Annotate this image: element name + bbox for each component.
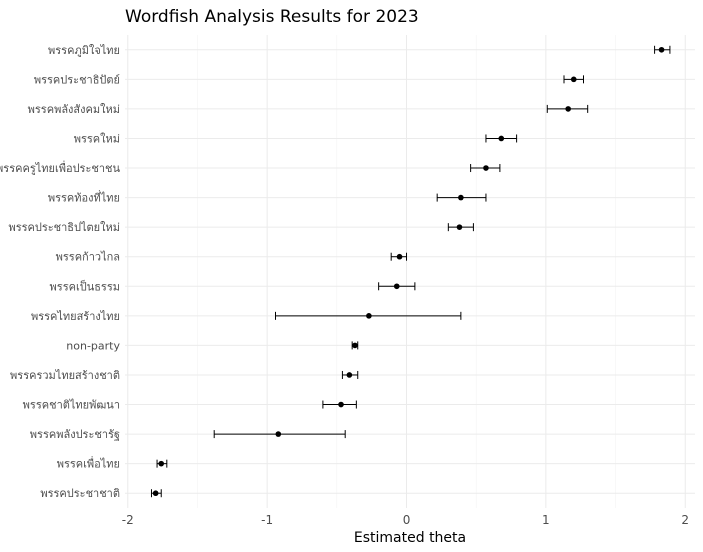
y-tick-label: พรรคพลังประชารัฐ — [30, 428, 120, 441]
x-tick-label: 0 — [403, 513, 411, 527]
y-tick-label: พรรคท้องที่ไทย — [48, 190, 120, 205]
y-tick-label: พรรคก้าวไกล — [56, 251, 120, 264]
estimate-point — [275, 431, 282, 437]
estimate-point — [346, 372, 353, 378]
estimate-point — [570, 76, 577, 83]
estimate-point — [483, 165, 489, 171]
x-tick-labels: -2 -1 0 1 2 — [122, 513, 689, 527]
x-tick-label: -2 — [122, 513, 134, 527]
x-tick-label: 2 — [681, 513, 689, 527]
y-tick-label: พรรคชาติไทยพัฒนา — [23, 399, 120, 412]
estimate-point — [396, 253, 403, 260]
y-tick-label: พรรคใหม่ — [74, 132, 120, 145]
x-axis-label: Estimated theta — [354, 530, 466, 546]
estimate-point — [393, 283, 400, 290]
y-tick-label: พรรคประชาธิปไตยใหม่ — [8, 221, 120, 234]
y-tick-label: พรรคไทยสร้างไทย — [31, 310, 120, 323]
y-tick-label: พรรคภูมิใจไทย — [48, 44, 120, 57]
chart-title: Wordfish Analysis Results for 2023 — [125, 7, 419, 27]
x-tick-label: -1 — [261, 513, 273, 527]
estimate-point — [658, 46, 665, 53]
estimate-point — [565, 106, 571, 112]
data-marks — [150, 45, 671, 498]
estimate-point — [458, 194, 464, 201]
y-tick-label: พรรคเพื่อไทย — [57, 456, 120, 471]
y-tick-label: พรรครวมไทยสร้างชาติ — [10, 369, 120, 382]
estimate-point — [456, 224, 463, 230]
estimate-point — [338, 401, 344, 408]
y-tick-label: พรรคประชาธิปัตย์ — [34, 73, 120, 86]
y-tick-label: non-party — [66, 339, 120, 352]
y-tick-label: พรรคประชาชาติ — [40, 487, 120, 500]
y-tick-label: พรรคพลังสังคมใหม่ — [28, 103, 120, 116]
y-tick-label: พรรคเป็นธรรม — [50, 279, 120, 293]
y-tick-labels: พรรคภูมิใจไทยพรรคประชาธิปัตย์พรรคพลังสัง… — [0, 44, 120, 500]
estimate-point — [152, 490, 159, 497]
estimate-point — [366, 313, 372, 319]
estimate-point — [352, 342, 358, 349]
grid-lines — [125, 35, 695, 508]
estimate-point — [498, 135, 505, 142]
y-tick-label: พรรคครูไทยเพื่อประชาชน — [0, 160, 120, 175]
estimate-point — [158, 460, 165, 467]
x-tick-label: 1 — [542, 513, 550, 527]
